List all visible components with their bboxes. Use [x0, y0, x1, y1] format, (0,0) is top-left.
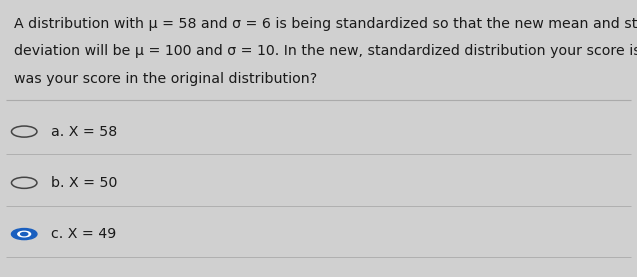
Text: deviation will be μ = 100 and σ = 10. In the new, standardized distribution your: deviation will be μ = 100 and σ = 10. In… — [14, 44, 637, 58]
Circle shape — [20, 232, 28, 236]
Text: a. X = 58: a. X = 58 — [51, 125, 117, 138]
Text: was your score in the original distribution?: was your score in the original distribut… — [14, 72, 317, 86]
Text: b. X = 50: b. X = 50 — [51, 176, 117, 190]
Text: A distribution with μ = 58 and σ = 6 is being standardized so that the new mean : A distribution with μ = 58 and σ = 6 is … — [14, 17, 637, 31]
Circle shape — [18, 231, 31, 237]
Circle shape — [11, 229, 37, 240]
Text: c. X = 49: c. X = 49 — [51, 227, 116, 241]
